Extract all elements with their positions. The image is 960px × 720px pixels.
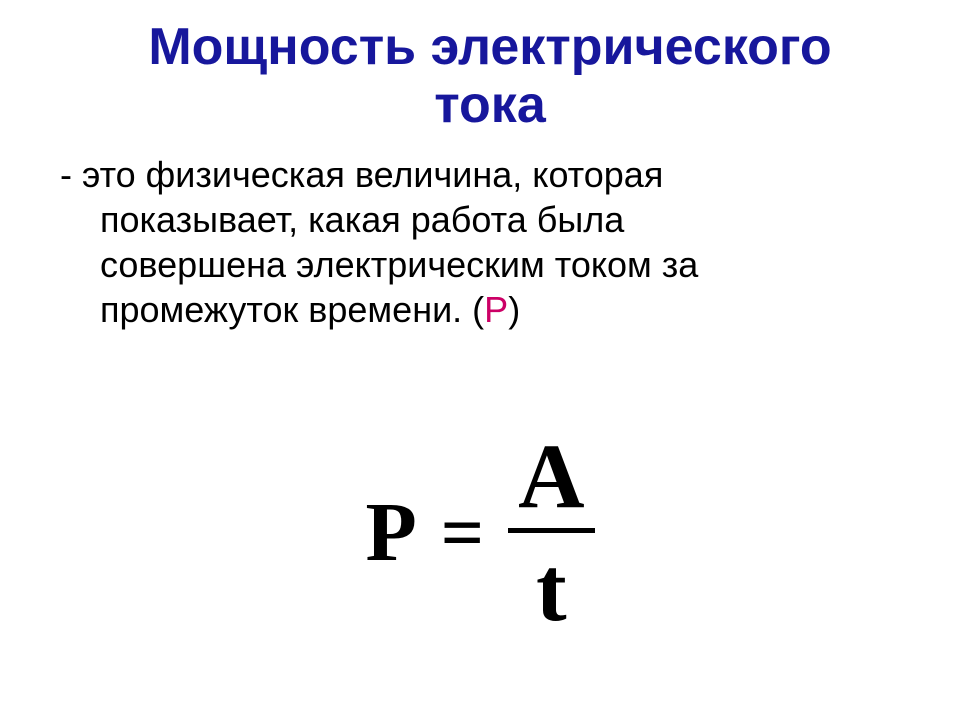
- formula-lhs: P: [365, 491, 416, 575]
- title-line-1: Мощность электрического: [148, 18, 831, 76]
- formula-fraction: A t: [508, 430, 594, 635]
- formula-equals: =: [441, 495, 484, 571]
- definition-line-1: - это физическая величина, которая: [60, 154, 663, 195]
- definition-text: - это физическая величина, которая показ…: [60, 152, 920, 332]
- definition-line-4-post: ): [508, 289, 520, 330]
- slide-container: Мощность электрического тока - это физич…: [0, 0, 960, 720]
- formula-numerator: A: [508, 430, 594, 528]
- title-line-2: тока: [434, 76, 546, 134]
- formula-denominator: t: [526, 533, 577, 635]
- definition-line-2: показывает, какая работа была: [100, 197, 624, 242]
- power-formula: P = A t: [0, 430, 960, 635]
- slide-title: Мощность электрического тока: [60, 18, 920, 134]
- power-symbol: P: [484, 289, 508, 330]
- definition-line-3: совершена электрическим током за: [100, 242, 698, 287]
- definition-line-4-pre: промежуток времени. (: [100, 287, 484, 332]
